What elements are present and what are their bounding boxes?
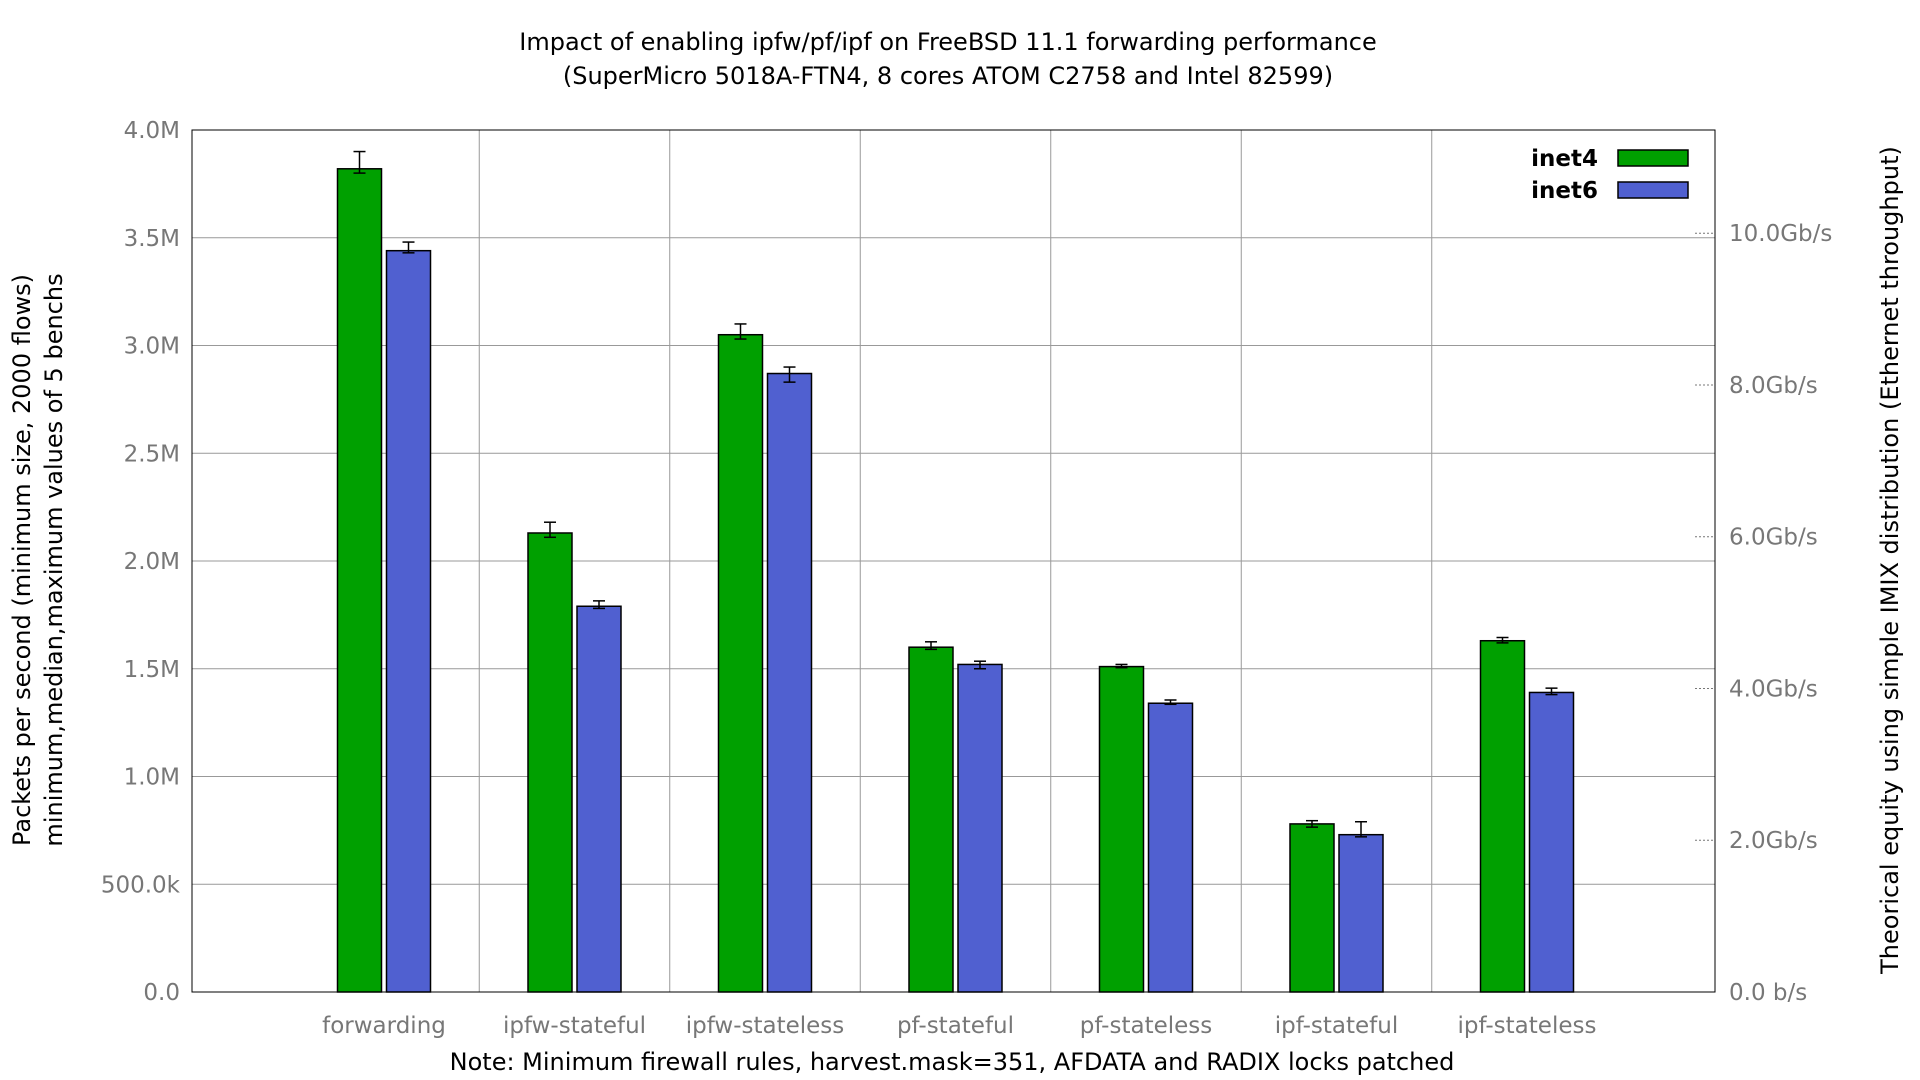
- category-label: ipf-stateless: [1458, 1013, 1597, 1039]
- y-tick-label: 500.0k: [101, 872, 181, 898]
- chart-title: Impact of enabling ipfw/pf/ipf on FreeBS…: [519, 28, 1376, 56]
- bar-inet4-ipf-stateful: [1289, 823, 1335, 993]
- x-axis-label: Note: Minimum firewall rules, harvest.ma…: [450, 1048, 1455, 1076]
- y-tick-label: 0.0: [143, 980, 180, 1006]
- category-label: pf-stateful: [897, 1013, 1014, 1039]
- y2-tick-label: 0.0 b/s: [1729, 980, 1807, 1006]
- y-tick-label: 3.0M: [124, 334, 180, 360]
- bar-inet6-forwarding: [385, 249, 432, 993]
- bar-inet4-pf-stateful: [908, 646, 954, 993]
- right-axis-ticks: 0.0 b/s 2.0Gb/s 4.0Gb/s 6.0Gb/s 8.0Gb/s 10.0G…: [1695, 221, 1832, 1006]
- legend-label-inet6: inet6: [1531, 178, 1598, 204]
- y2-tick-label: 10.0Gb/s: [1729, 221, 1832, 247]
- category-label: pf-stateless: [1080, 1013, 1213, 1039]
- y-tick-label: 4.0M: [124, 118, 180, 144]
- legend: inet4 inet6: [1510, 134, 1710, 206]
- grid: [192, 129, 1715, 993]
- y2-tick-label: 2.0Gb/s: [1729, 828, 1818, 854]
- y2-axis-label: Theorical equity using simple IMIX distr…: [1876, 146, 1904, 975]
- bar-inet6-pf-stateful: [957, 663, 1003, 993]
- bar-inet6-ipfw-stateful: [576, 605, 622, 993]
- y-tick-label: 2.0M: [124, 549, 180, 575]
- bar-inet6-ipf-stateless: [1528, 691, 1575, 993]
- category-labels: forwarding ipfw-stateful ipfw-stateless pf-…: [322, 1013, 1596, 1039]
- bar-inet4-forwarding: [336, 168, 383, 993]
- y-axis-label-line1: Packets per second (minimum size, 2000 f…: [8, 274, 36, 846]
- legend-swatch-inet4: [1617, 149, 1689, 167]
- bar-inet4-ipfw-stateful: [527, 532, 573, 993]
- bar-inet6-ipf-stateful: [1338, 833, 1384, 993]
- legend-label-inet4: inet4: [1531, 146, 1598, 172]
- error-bars: [353, 150, 1558, 838]
- y-tick-label: 1.0M: [124, 765, 180, 791]
- bar-inet6-pf-stateless: [1147, 702, 1194, 993]
- y-tick-label: 1.5M: [124, 657, 180, 683]
- y-tick-label: 2.5M: [124, 441, 180, 467]
- legend-swatch-inet6: [1617, 181, 1689, 199]
- left-axis-ticks: 0.0 500.0k 1.0M 1.5M 2.0M 2.5M 3.0M 3.5M 4.0M: [101, 118, 181, 1006]
- y2-tick-label: 6.0Gb/s: [1729, 525, 1818, 551]
- bars: [336, 168, 1575, 993]
- chart-subtitle: (SuperMicro 5018A-FTN4, 8 cores ATOM C27…: [563, 62, 1333, 90]
- y-tick-label: 3.5M: [124, 226, 180, 252]
- category-label: forwarding: [322, 1013, 446, 1039]
- bar-inet4-ipfw-stateless: [717, 333, 764, 993]
- category-label: ipfw-stateful: [503, 1013, 646, 1039]
- plot-frame: [191, 129, 1716, 993]
- y2-tick-label: 8.0Gb/s: [1729, 373, 1818, 399]
- category-label: ipf-stateful: [1275, 1013, 1398, 1039]
- bar-inet4-pf-stateless: [1098, 665, 1145, 993]
- category-label: ipfw-stateless: [686, 1013, 845, 1039]
- bar-inet4-ipf-stateless: [1479, 639, 1526, 993]
- bar-inet6-ipfw-stateless: [766, 372, 813, 993]
- y-axis-label-line2: minimum,median,maximum values of 5 bench…: [40, 273, 68, 846]
- y2-tick-label: 4.0Gb/s: [1729, 676, 1818, 702]
